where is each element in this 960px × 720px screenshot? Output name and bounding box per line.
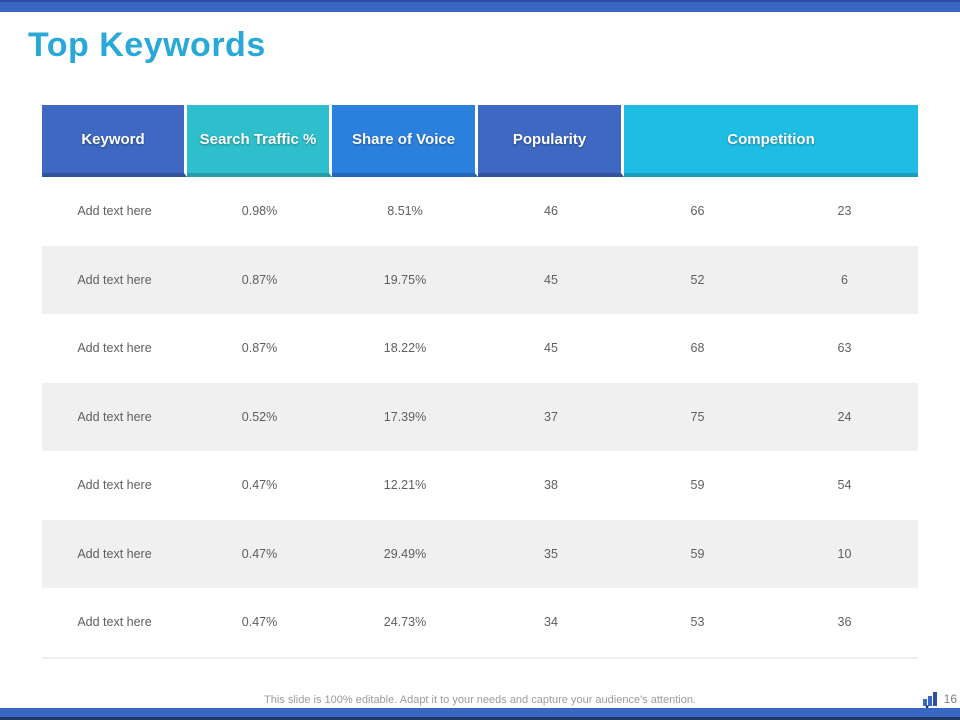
share-of-voice-value: 29.49% <box>383 546 427 561</box>
popularity-value: 35 <box>544 546 558 561</box>
table-header-row: Keyword Search Traffic % Share of Voice … <box>42 105 918 177</box>
column-header-share-of-voice: Share of Voice <box>332 105 478 177</box>
keyword-placeholder[interactable]: Add text here <box>77 546 152 561</box>
table-row: Add text here 0.52% 17.39% 37 75 24 <box>42 382 918 451</box>
keyword-placeholder[interactable]: Add text here <box>77 204 152 219</box>
search-traffic-value: 0.47% <box>241 546 278 561</box>
bar-chart-icon <box>922 691 941 711</box>
competition-value-2: 24 <box>837 409 852 424</box>
competition-value-2: 6 <box>841 272 848 287</box>
table-row: Add text here 0.47% 24.73% 34 53 36 <box>42 588 918 657</box>
table-bottom-divider <box>42 656 918 659</box>
bottom-accent-bar <box>0 708 960 720</box>
competition-value-1: 52 <box>690 272 705 287</box>
column-header-popularity: Popularity <box>478 105 624 177</box>
table-row: Add text here 0.47% 29.49% 35 59 10 <box>42 519 918 588</box>
competition-value-1: 59 <box>690 546 705 561</box>
table-row: Add text here 0.87% 18.22% 45 68 63 <box>42 314 918 383</box>
competition-value-1: 66 <box>690 204 705 219</box>
popularity-value: 34 <box>544 615 558 630</box>
popularity-value: 45 <box>544 341 558 356</box>
column-header-search-traffic: Search Traffic % <box>187 105 332 177</box>
popularity-value: 45 <box>544 272 558 287</box>
search-traffic-value: 0.87% <box>241 272 278 287</box>
page-title: Top Keywords <box>28 26 266 64</box>
slide-number: 16 <box>943 692 957 706</box>
table-row: Add text here 0.47% 12.21% 38 59 54 <box>42 451 918 520</box>
search-traffic-value: 0.52% <box>241 409 278 424</box>
search-traffic-value: 0.87% <box>241 341 278 356</box>
share-of-voice-value: 24.73% <box>383 615 427 630</box>
search-traffic-value: 0.98% <box>241 204 278 219</box>
share-of-voice-value: 17.39% <box>383 409 427 424</box>
search-traffic-value: 0.47% <box>241 478 278 493</box>
competition-value-2: 10 <box>837 546 852 561</box>
popularity-value: 38 <box>544 478 558 493</box>
table-row: Add text here 0.98% 8.51% 46 66 23 <box>42 177 918 246</box>
competition-value-1: 59 <box>690 478 705 493</box>
competition-value-1: 68 <box>690 341 705 356</box>
keyword-placeholder[interactable]: Add text here <box>77 409 152 424</box>
top-accent-bar <box>0 0 960 12</box>
keyword-placeholder[interactable]: Add text here <box>77 615 152 630</box>
competition-value-1: 53 <box>690 615 705 630</box>
keyword-placeholder[interactable]: Add text here <box>77 272 152 287</box>
keyword-placeholder[interactable]: Add text here <box>77 478 152 493</box>
keyword-placeholder[interactable]: Add text here <box>77 341 152 356</box>
column-header-competition: Competition <box>624 105 918 177</box>
share-of-voice-value: 19.75% <box>383 272 427 287</box>
competition-value-2: 36 <box>837 615 852 630</box>
share-of-voice-value: 8.51% <box>387 204 423 219</box>
keywords-table: Keyword Search Traffic % Share of Voice … <box>42 105 918 659</box>
share-of-voice-value: 18.22% <box>383 341 427 356</box>
column-header-keyword: Keyword <box>42 105 187 177</box>
search-traffic-value: 0.47% <box>241 615 278 630</box>
popularity-value: 46 <box>544 204 558 219</box>
slide-number-block: 16 <box>922 691 957 711</box>
popularity-value: 37 <box>544 409 558 424</box>
competition-value-2: 23 <box>837 204 852 219</box>
competition-value-2: 63 <box>837 341 852 356</box>
competition-value-1: 75 <box>690 409 705 424</box>
competition-value-2: 54 <box>837 478 852 493</box>
footer-note: This slide is 100% editable. Adapt it to… <box>264 694 696 706</box>
table-row: Add text here 0.87% 19.75% 45 52 6 <box>42 245 918 314</box>
share-of-voice-value: 12.21% <box>383 478 427 493</box>
